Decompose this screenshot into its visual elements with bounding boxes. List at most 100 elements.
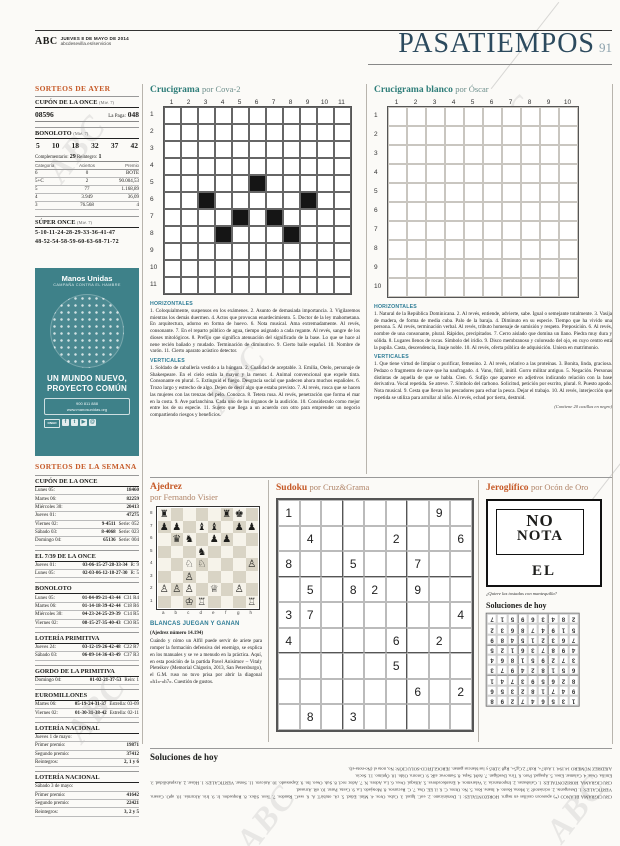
crossword-cell[interactable] bbox=[181, 175, 198, 192]
crossword-cell[interactable] bbox=[232, 192, 249, 209]
crossword-cell[interactable] bbox=[198, 277, 215, 294]
crossword-cell[interactable] bbox=[445, 145, 464, 164]
crossword-cell[interactable] bbox=[300, 226, 317, 243]
crossword-cell[interactable] bbox=[300, 175, 317, 192]
crossword-cell[interactable] bbox=[164, 192, 181, 209]
sudoku-empty-cell[interactable] bbox=[321, 500, 343, 526]
crossword-cell[interactable] bbox=[559, 145, 578, 164]
crossword-cell[interactable] bbox=[521, 221, 540, 240]
crossword-cell[interactable] bbox=[334, 124, 351, 141]
crossword-cell[interactable] bbox=[266, 277, 283, 294]
crossword-cell[interactable] bbox=[181, 226, 198, 243]
crossword-cell[interactable] bbox=[521, 202, 540, 221]
crossword-cell[interactable] bbox=[464, 259, 483, 278]
crossword-cell[interactable] bbox=[181, 141, 198, 158]
crossword-cell[interactable] bbox=[164, 260, 181, 277]
sudoku-empty-cell[interactable] bbox=[299, 627, 321, 654]
crossword-cell[interactable] bbox=[464, 202, 483, 221]
crossword-cell[interactable] bbox=[266, 124, 283, 141]
crossword-cell[interactable] bbox=[407, 278, 426, 297]
crossword-cell[interactable] bbox=[283, 277, 300, 294]
crossword-cell[interactable] bbox=[388, 145, 407, 164]
crossword-cell[interactable] bbox=[464, 126, 483, 145]
crossword-cell[interactable] bbox=[215, 277, 232, 294]
crossword-cell[interactable] bbox=[317, 124, 334, 141]
crossword-cell[interactable] bbox=[445, 126, 464, 145]
crossword-cell[interactable] bbox=[407, 164, 426, 183]
crossword-cell[interactable] bbox=[317, 141, 334, 158]
crossword-cell[interactable] bbox=[559, 259, 578, 278]
sudoku-empty-cell[interactable] bbox=[385, 576, 407, 603]
crossword-cell[interactable] bbox=[215, 107, 232, 124]
crossword-cell[interactable] bbox=[521, 278, 540, 297]
sudoku-empty-cell[interactable] bbox=[278, 525, 300, 552]
sudoku-empty-cell[interactable] bbox=[450, 576, 472, 603]
crossword-cell[interactable] bbox=[540, 221, 559, 240]
crossword-cell[interactable] bbox=[559, 183, 578, 202]
crossword-cell[interactable] bbox=[283, 107, 300, 124]
crossword-cell[interactable] bbox=[502, 259, 521, 278]
crossword-cell[interactable] bbox=[426, 183, 445, 202]
crossword-cell[interactable] bbox=[317, 226, 334, 243]
crossword-cell[interactable] bbox=[300, 260, 317, 277]
crossword-cell[interactable] bbox=[540, 202, 559, 221]
crossword-cell[interactable] bbox=[426, 202, 445, 221]
crossword-cell[interactable] bbox=[198, 209, 215, 226]
sudoku-empty-cell[interactable] bbox=[407, 500, 429, 526]
crossword-cell[interactable] bbox=[215, 209, 232, 226]
crossword-cell[interactable] bbox=[181, 277, 198, 294]
crossword-cell[interactable] bbox=[426, 145, 445, 164]
chess-board[interactable]: 8 7 6 5 4 3 2 1 ♜ ♜ ♚ ♟ ♟ ♝ ♝ ♟ ♟ ♛ ♞ ♟ ♟ ♞ ♘ ♘ ♙ ♙ ♙ ♙ ♙ ♕ ♙ ♔ ♖ ♖ a b c d e f… bbox=[150, 506, 262, 615]
crossword-cell[interactable] bbox=[334, 158, 351, 175]
sudoku-empty-cell[interactable] bbox=[299, 653, 321, 679]
crossword-cell[interactable] bbox=[215, 124, 232, 141]
sudoku-empty-cell[interactable] bbox=[407, 602, 429, 628]
crossword-cell[interactable] bbox=[317, 260, 334, 277]
crossword-cell[interactable] bbox=[445, 221, 464, 240]
sudoku-empty-cell[interactable] bbox=[321, 704, 343, 730]
crossword-cell[interactable] bbox=[445, 183, 464, 202]
crossword-cell[interactable] bbox=[334, 209, 351, 226]
crossword-cell[interactable] bbox=[502, 126, 521, 145]
crossword-cell[interactable] bbox=[198, 175, 215, 192]
crossword-cell[interactable] bbox=[249, 158, 266, 175]
crossword-cell[interactable] bbox=[266, 260, 283, 277]
crossword-cell[interactable] bbox=[521, 107, 540, 126]
crossword-cell[interactable] bbox=[521, 183, 540, 202]
crossword-cell[interactable] bbox=[283, 260, 300, 277]
sudoku-empty-cell[interactable] bbox=[385, 602, 407, 628]
crossword-cell[interactable] bbox=[164, 175, 181, 192]
crossword-cell[interactable] bbox=[283, 141, 300, 158]
sudoku-empty-cell[interactable] bbox=[278, 576, 300, 603]
crossword-cell[interactable] bbox=[198, 243, 215, 260]
crossword-cell[interactable] bbox=[317, 243, 334, 260]
crossword-cell[interactable] bbox=[334, 175, 351, 192]
crossword-cell[interactable] bbox=[232, 260, 249, 277]
sudoku-empty-cell[interactable] bbox=[321, 551, 343, 577]
crucigrama-blanco-grid[interactable]: 1 2 3 4 5 6 7 8 9 10 1 2 3 4 5 6 7 8 9 10 bbox=[374, 99, 612, 298]
crossword-cell[interactable] bbox=[388, 202, 407, 221]
sudoku-empty-cell[interactable] bbox=[278, 678, 300, 705]
crossword-cell[interactable] bbox=[483, 221, 502, 240]
crossword-cell[interactable] bbox=[426, 107, 445, 126]
crossword-cell[interactable] bbox=[266, 192, 283, 209]
crossword-cell[interactable] bbox=[426, 164, 445, 183]
crossword-cell[interactable] bbox=[283, 243, 300, 260]
crossword-cell[interactable] bbox=[426, 259, 445, 278]
crossword-cell[interactable] bbox=[559, 202, 578, 221]
crossword-cell[interactable] bbox=[164, 209, 181, 226]
sudoku-empty-cell[interactable] bbox=[428, 525, 450, 552]
social-icon-twitter[interactable]: t bbox=[71, 419, 78, 427]
sudoku-empty-cell[interactable] bbox=[428, 602, 450, 628]
crossword-cell[interactable] bbox=[502, 221, 521, 240]
sudoku-empty-cell[interactable] bbox=[364, 551, 386, 577]
crossword-cell[interactable] bbox=[232, 141, 249, 158]
crossword-cell[interactable] bbox=[559, 164, 578, 183]
sudoku-empty-cell[interactable] bbox=[385, 704, 407, 730]
sudoku-empty-cell[interactable] bbox=[364, 653, 386, 679]
crossword-cell[interactable] bbox=[215, 175, 232, 192]
crossword-cell[interactable] bbox=[164, 226, 181, 243]
crossword-cell[interactable] bbox=[540, 240, 559, 259]
crossword-cell[interactable] bbox=[266, 243, 283, 260]
sudoku-empty-cell[interactable] bbox=[450, 551, 472, 577]
